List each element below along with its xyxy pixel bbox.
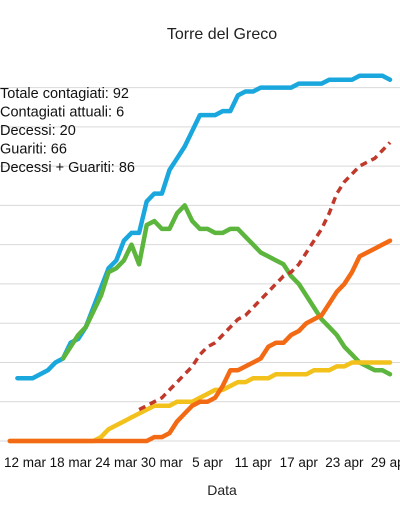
x-tick-label: 29 apr [371, 455, 400, 470]
x-tick-label: 12 mar [4, 455, 47, 470]
gridlines [0, 87, 400, 442]
x-axis-ticks: 12 mar 18 mar 24 mar 30 mar 5 apr 11 apr 17 ap… [4, 455, 400, 470]
x-tick-label: 23 apr [325, 455, 364, 470]
x-tick-label: 30 mar [141, 455, 184, 470]
chart-title: Torre del Greco [167, 26, 277, 43]
x-tick-label: 18 mar [50, 455, 93, 470]
annotation-line: Decessi: 20 [0, 123, 76, 139]
annotation-line: Decessi + Guariti: 86 [0, 160, 135, 176]
x-tick-label: 17 apr [280, 455, 319, 470]
annotation-line: Contagiati attuali: 6 [0, 105, 124, 121]
series-lines [7, 73, 393, 444]
series-line-decessi_guariti [138, 141, 392, 412]
x-tick-label: 5 apr [192, 455, 223, 470]
x-tick-label: 24 mar [95, 455, 138, 470]
annotation-block: Totale contagiati: 92 Contagiati attuali:… [0, 86, 135, 176]
x-axis-label: Data [207, 482, 237, 498]
x-tick-label: 11 apr [234, 455, 272, 470]
series-line-attuali [60, 203, 393, 377]
annotation-line: Totale contagiati: 92 [0, 86, 129, 102]
series-line-guariti [7, 238, 393, 444]
annotation-line: Guariti: 66 [0, 142, 67, 158]
